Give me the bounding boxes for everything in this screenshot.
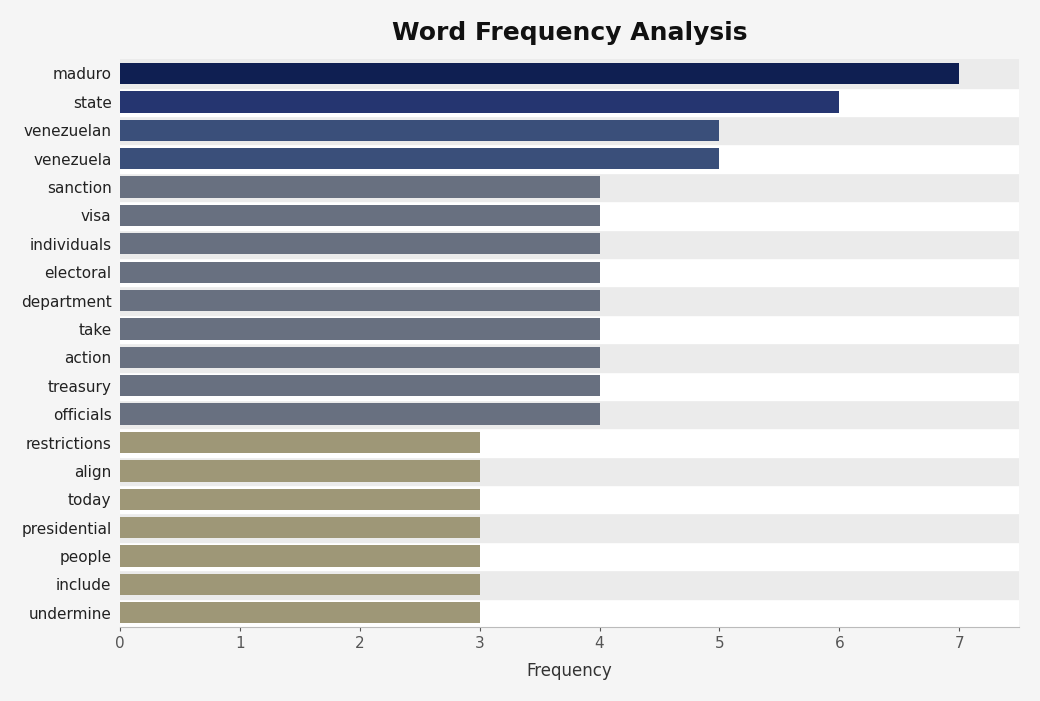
Bar xyxy=(120,570,1019,599)
Bar xyxy=(120,261,599,283)
Bar xyxy=(120,457,1019,485)
Title: Word Frequency Analysis: Word Frequency Analysis xyxy=(392,21,748,45)
Bar xyxy=(120,574,479,595)
Bar xyxy=(120,489,479,510)
Bar xyxy=(120,432,479,453)
Bar xyxy=(120,513,1019,542)
Bar xyxy=(120,290,599,311)
Bar xyxy=(120,230,1019,258)
Bar xyxy=(120,461,479,482)
Bar xyxy=(120,88,1019,116)
Bar xyxy=(120,400,1019,428)
Bar xyxy=(120,428,1019,457)
Bar xyxy=(120,91,839,112)
Bar xyxy=(120,144,1019,173)
Bar xyxy=(120,120,720,141)
Bar xyxy=(120,63,959,84)
Bar xyxy=(120,545,479,566)
Bar xyxy=(120,602,479,623)
Bar xyxy=(120,375,599,396)
Bar xyxy=(120,372,1019,400)
Bar xyxy=(120,116,1019,144)
Bar xyxy=(120,347,599,368)
Bar xyxy=(120,315,1019,343)
Bar xyxy=(120,542,1019,570)
Bar xyxy=(120,287,1019,315)
Bar xyxy=(120,60,1019,88)
X-axis label: Frequency: Frequency xyxy=(526,662,613,680)
Bar xyxy=(120,517,479,538)
Bar xyxy=(120,205,599,226)
Bar xyxy=(120,318,599,339)
Bar xyxy=(120,201,1019,230)
Bar xyxy=(120,599,1019,627)
Bar xyxy=(120,485,1019,513)
Bar xyxy=(120,173,1019,201)
Bar xyxy=(120,343,1019,372)
Bar xyxy=(120,177,599,198)
Bar xyxy=(120,258,1019,287)
Bar xyxy=(120,404,599,425)
Bar xyxy=(120,148,720,169)
Bar xyxy=(120,233,599,254)
